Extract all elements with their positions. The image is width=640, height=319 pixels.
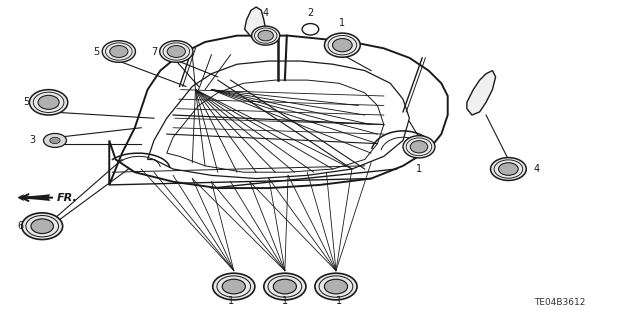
Ellipse shape [38,95,59,109]
Text: 5: 5 [93,47,100,56]
Ellipse shape [212,273,255,300]
Ellipse shape [490,158,526,181]
Text: 4: 4 [262,8,269,19]
Text: 3: 3 [29,136,36,145]
Polygon shape [244,7,266,39]
Ellipse shape [324,33,360,57]
Ellipse shape [264,273,306,300]
Text: 6: 6 [17,221,23,231]
Ellipse shape [102,41,136,62]
Ellipse shape [31,219,54,234]
Ellipse shape [403,136,435,158]
Ellipse shape [167,46,186,57]
Text: 1: 1 [336,296,342,306]
Ellipse shape [50,137,60,144]
Ellipse shape [499,163,518,175]
Text: 7: 7 [151,47,157,56]
Text: 1: 1 [416,164,422,174]
Ellipse shape [410,141,428,153]
Text: TE04B3612: TE04B3612 [534,298,585,307]
Text: 1: 1 [339,18,346,28]
Ellipse shape [333,39,352,52]
Text: FR.: FR. [57,193,77,203]
Ellipse shape [44,133,67,147]
Text: 4: 4 [534,164,540,174]
Text: 2: 2 [307,8,314,19]
Ellipse shape [273,279,296,294]
Polygon shape [467,70,495,115]
Ellipse shape [324,279,348,294]
Text: 5: 5 [23,97,29,107]
Text: 1: 1 [228,296,234,306]
Polygon shape [109,36,448,188]
Ellipse shape [252,26,280,45]
Ellipse shape [222,279,245,294]
Text: 1: 1 [282,296,288,306]
Ellipse shape [258,30,273,41]
Ellipse shape [109,46,128,57]
Ellipse shape [160,41,193,62]
Ellipse shape [22,213,63,240]
Ellipse shape [29,90,68,115]
Ellipse shape [315,273,357,300]
